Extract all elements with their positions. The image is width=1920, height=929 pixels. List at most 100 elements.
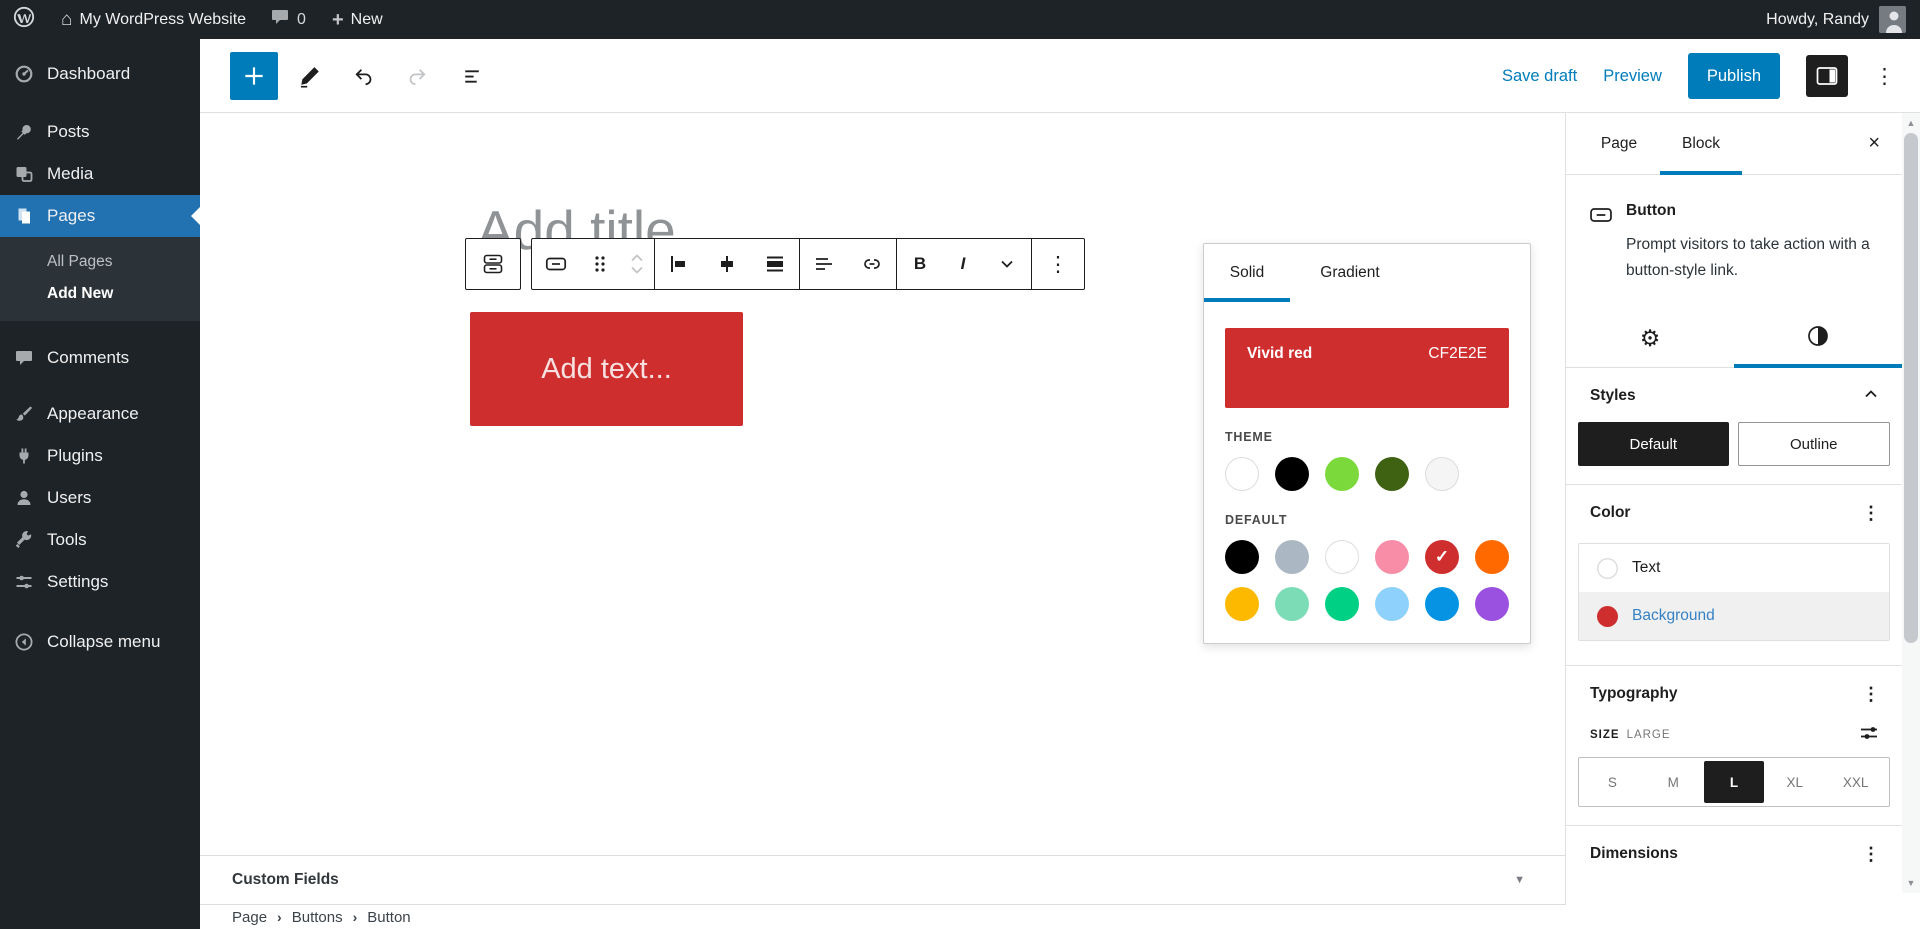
text-color-row[interactable]: Text bbox=[1579, 544, 1889, 592]
size-custom-toggle[interactable] bbox=[1858, 722, 1880, 747]
breadcrumb-page[interactable]: Page bbox=[232, 908, 268, 926]
options-menu-button[interactable]: ⋮ bbox=[1874, 64, 1895, 88]
link-icon[interactable] bbox=[848, 239, 896, 289]
color-section-header: Color ⋮ bbox=[1566, 485, 1902, 541]
scrollbar-thumb[interactable] bbox=[1904, 133, 1918, 643]
undo-button[interactable] bbox=[340, 52, 386, 100]
color-swatch[interactable] bbox=[1425, 457, 1459, 491]
block-inserter-button[interactable] bbox=[230, 52, 278, 100]
color-swatch[interactable] bbox=[1475, 540, 1509, 574]
subtab-appearance[interactable] bbox=[1734, 309, 1902, 369]
color-swatch[interactable] bbox=[1225, 587, 1259, 621]
sidebar-subitem-add-new[interactable]: Add New bbox=[47, 285, 114, 302]
subtab-settings[interactable]: ⚙ bbox=[1566, 309, 1734, 367]
styles-section-header[interactable]: Styles bbox=[1566, 368, 1902, 424]
tab-solid[interactable]: Solid bbox=[1204, 244, 1290, 302]
size-xxl-button[interactable]: XXL bbox=[1842, 774, 1869, 790]
save-draft-button[interactable]: Save draft bbox=[1501, 66, 1578, 85]
scroll-up-arrow[interactable]: ▲ bbox=[1906, 118, 1916, 128]
redo-button-disabled[interactable] bbox=[394, 52, 440, 100]
sidebar-item-users[interactable]: Users bbox=[0, 477, 200, 519]
publish-button[interactable]: Publish bbox=[1687, 53, 1780, 99]
sidebar-item-settings[interactable]: Settings bbox=[0, 561, 200, 603]
breadcrumb-separator: › bbox=[277, 909, 282, 925]
color-swatch[interactable] bbox=[1375, 540, 1409, 574]
tab-gradient[interactable]: Gradient bbox=[1320, 264, 1380, 281]
custom-fields-panel[interactable]: Custom Fields ▼ bbox=[200, 855, 1565, 905]
color-swatch[interactable] bbox=[1275, 587, 1309, 621]
howdy-account-menu[interactable]: Howdy, Randy bbox=[1766, 10, 1869, 28]
color-swatch[interactable] bbox=[1275, 540, 1309, 574]
tab-page[interactable]: Page bbox=[1600, 134, 1638, 152]
sidebar-item-plugins[interactable]: Plugins bbox=[0, 435, 200, 477]
color-swatch[interactable] bbox=[1375, 587, 1409, 621]
breadcrumb-buttons[interactable]: Buttons bbox=[291, 908, 343, 926]
current-color-swatch[interactable]: Vivid red CF2E2E bbox=[1225, 328, 1509, 408]
color-swatch[interactable] bbox=[1425, 587, 1459, 621]
sidebar-item-comments[interactable]: Comments bbox=[0, 337, 200, 379]
drag-handle[interactable] bbox=[580, 239, 620, 289]
button-block[interactable]: Add text... bbox=[470, 312, 743, 426]
settings-panel-toggle[interactable] bbox=[1806, 55, 1848, 97]
size-l-button[interactable]: L bbox=[1703, 761, 1765, 804]
color-swatch-selected[interactable]: ✓ bbox=[1425, 540, 1459, 574]
color-swatch[interactable] bbox=[1275, 457, 1309, 491]
size-s-button[interactable]: S bbox=[1607, 774, 1617, 790]
document-overview-button[interactable] bbox=[448, 52, 494, 100]
move-up-icon bbox=[631, 254, 643, 262]
button-text-placeholder: Add text... bbox=[541, 352, 672, 385]
justify-left-icon[interactable] bbox=[655, 239, 703, 289]
text-color-indicator bbox=[1597, 557, 1618, 579]
comments-shortcut[interactable]: 0 bbox=[259, 0, 319, 39]
justify-stretch-icon[interactable] bbox=[751, 239, 799, 289]
breadcrumb-button[interactable]: Button bbox=[367, 908, 411, 926]
style-default-button[interactable]: Default bbox=[1578, 422, 1729, 467]
site-name-menu[interactable]: ⌂ My WordPress Website bbox=[48, 0, 259, 39]
plugins-icon bbox=[13, 445, 35, 467]
color-swatch[interactable] bbox=[1475, 587, 1509, 621]
color-swatch[interactable] bbox=[1225, 457, 1259, 491]
sidebar-item-pages[interactable]: Pages bbox=[0, 195, 200, 237]
plus-icon: + bbox=[331, 8, 344, 31]
color-swatch[interactable] bbox=[1375, 457, 1409, 491]
wordpress-logo-menu[interactable] bbox=[0, 0, 48, 39]
color-options-button[interactable]: ⋮ bbox=[1862, 503, 1880, 524]
block-inspector-subtabs: ⚙ bbox=[1566, 309, 1902, 369]
new-content-menu[interactable]: + New bbox=[319, 0, 396, 39]
sidebar-subitem-all-pages[interactable]: All Pages bbox=[47, 253, 113, 270]
color-swatch[interactable] bbox=[1325, 457, 1359, 491]
size-m-button[interactable]: M bbox=[1667, 774, 1679, 790]
color-swatch[interactable] bbox=[1225, 540, 1259, 574]
parent-buttons-selector[interactable] bbox=[465, 238, 521, 290]
pages-submenu: All Pages Add New bbox=[0, 237, 200, 321]
preview-button[interactable]: Preview bbox=[1603, 66, 1662, 85]
bold-button[interactable]: B bbox=[913, 254, 927, 273]
dimensions-title: Dimensions bbox=[1590, 845, 1678, 863]
tools-pencil-button[interactable] bbox=[286, 52, 332, 100]
avatar[interactable] bbox=[1879, 6, 1906, 33]
size-xl-button[interactable]: XL bbox=[1786, 774, 1804, 790]
scroll-down-arrow[interactable]: ▼ bbox=[1906, 878, 1916, 888]
sidebar-item-posts[interactable]: Posts bbox=[0, 111, 200, 153]
sidebar-item-media[interactable]: Media bbox=[0, 153, 200, 195]
justify-center-icon[interactable] bbox=[703, 239, 751, 289]
block-mover[interactable] bbox=[620, 239, 654, 289]
sidebar-item-tools[interactable]: Tools bbox=[0, 519, 200, 561]
block-options-button[interactable]: ⋮ bbox=[1047, 252, 1069, 276]
close-sidebar-button[interactable]: × bbox=[1868, 132, 1880, 154]
dimensions-options-button[interactable]: ⋮ bbox=[1862, 844, 1880, 865]
italic-button[interactable]: I bbox=[960, 254, 966, 273]
button-block-icon[interactable] bbox=[532, 239, 580, 289]
sidebar-scrollbar[interactable]: ▲ ▼ bbox=[1902, 113, 1920, 893]
style-outline-button[interactable]: Outline bbox=[1737, 422, 1890, 467]
collapse-menu-button[interactable]: Collapse menu bbox=[0, 621, 200, 663]
color-swatch[interactable] bbox=[1325, 540, 1359, 574]
more-formats-chevron[interactable] bbox=[983, 239, 1031, 289]
background-color-row[interactable]: Background bbox=[1579, 592, 1889, 641]
color-swatch[interactable] bbox=[1325, 587, 1359, 621]
sidebar-item-appearance[interactable]: Appearance bbox=[0, 393, 200, 435]
align-text-icon[interactable] bbox=[800, 239, 848, 289]
sidebar-item-dashboard[interactable]: Dashboard bbox=[0, 53, 200, 95]
typography-options-button[interactable]: ⋮ bbox=[1862, 684, 1880, 705]
tab-block[interactable]: Block bbox=[1660, 113, 1742, 175]
